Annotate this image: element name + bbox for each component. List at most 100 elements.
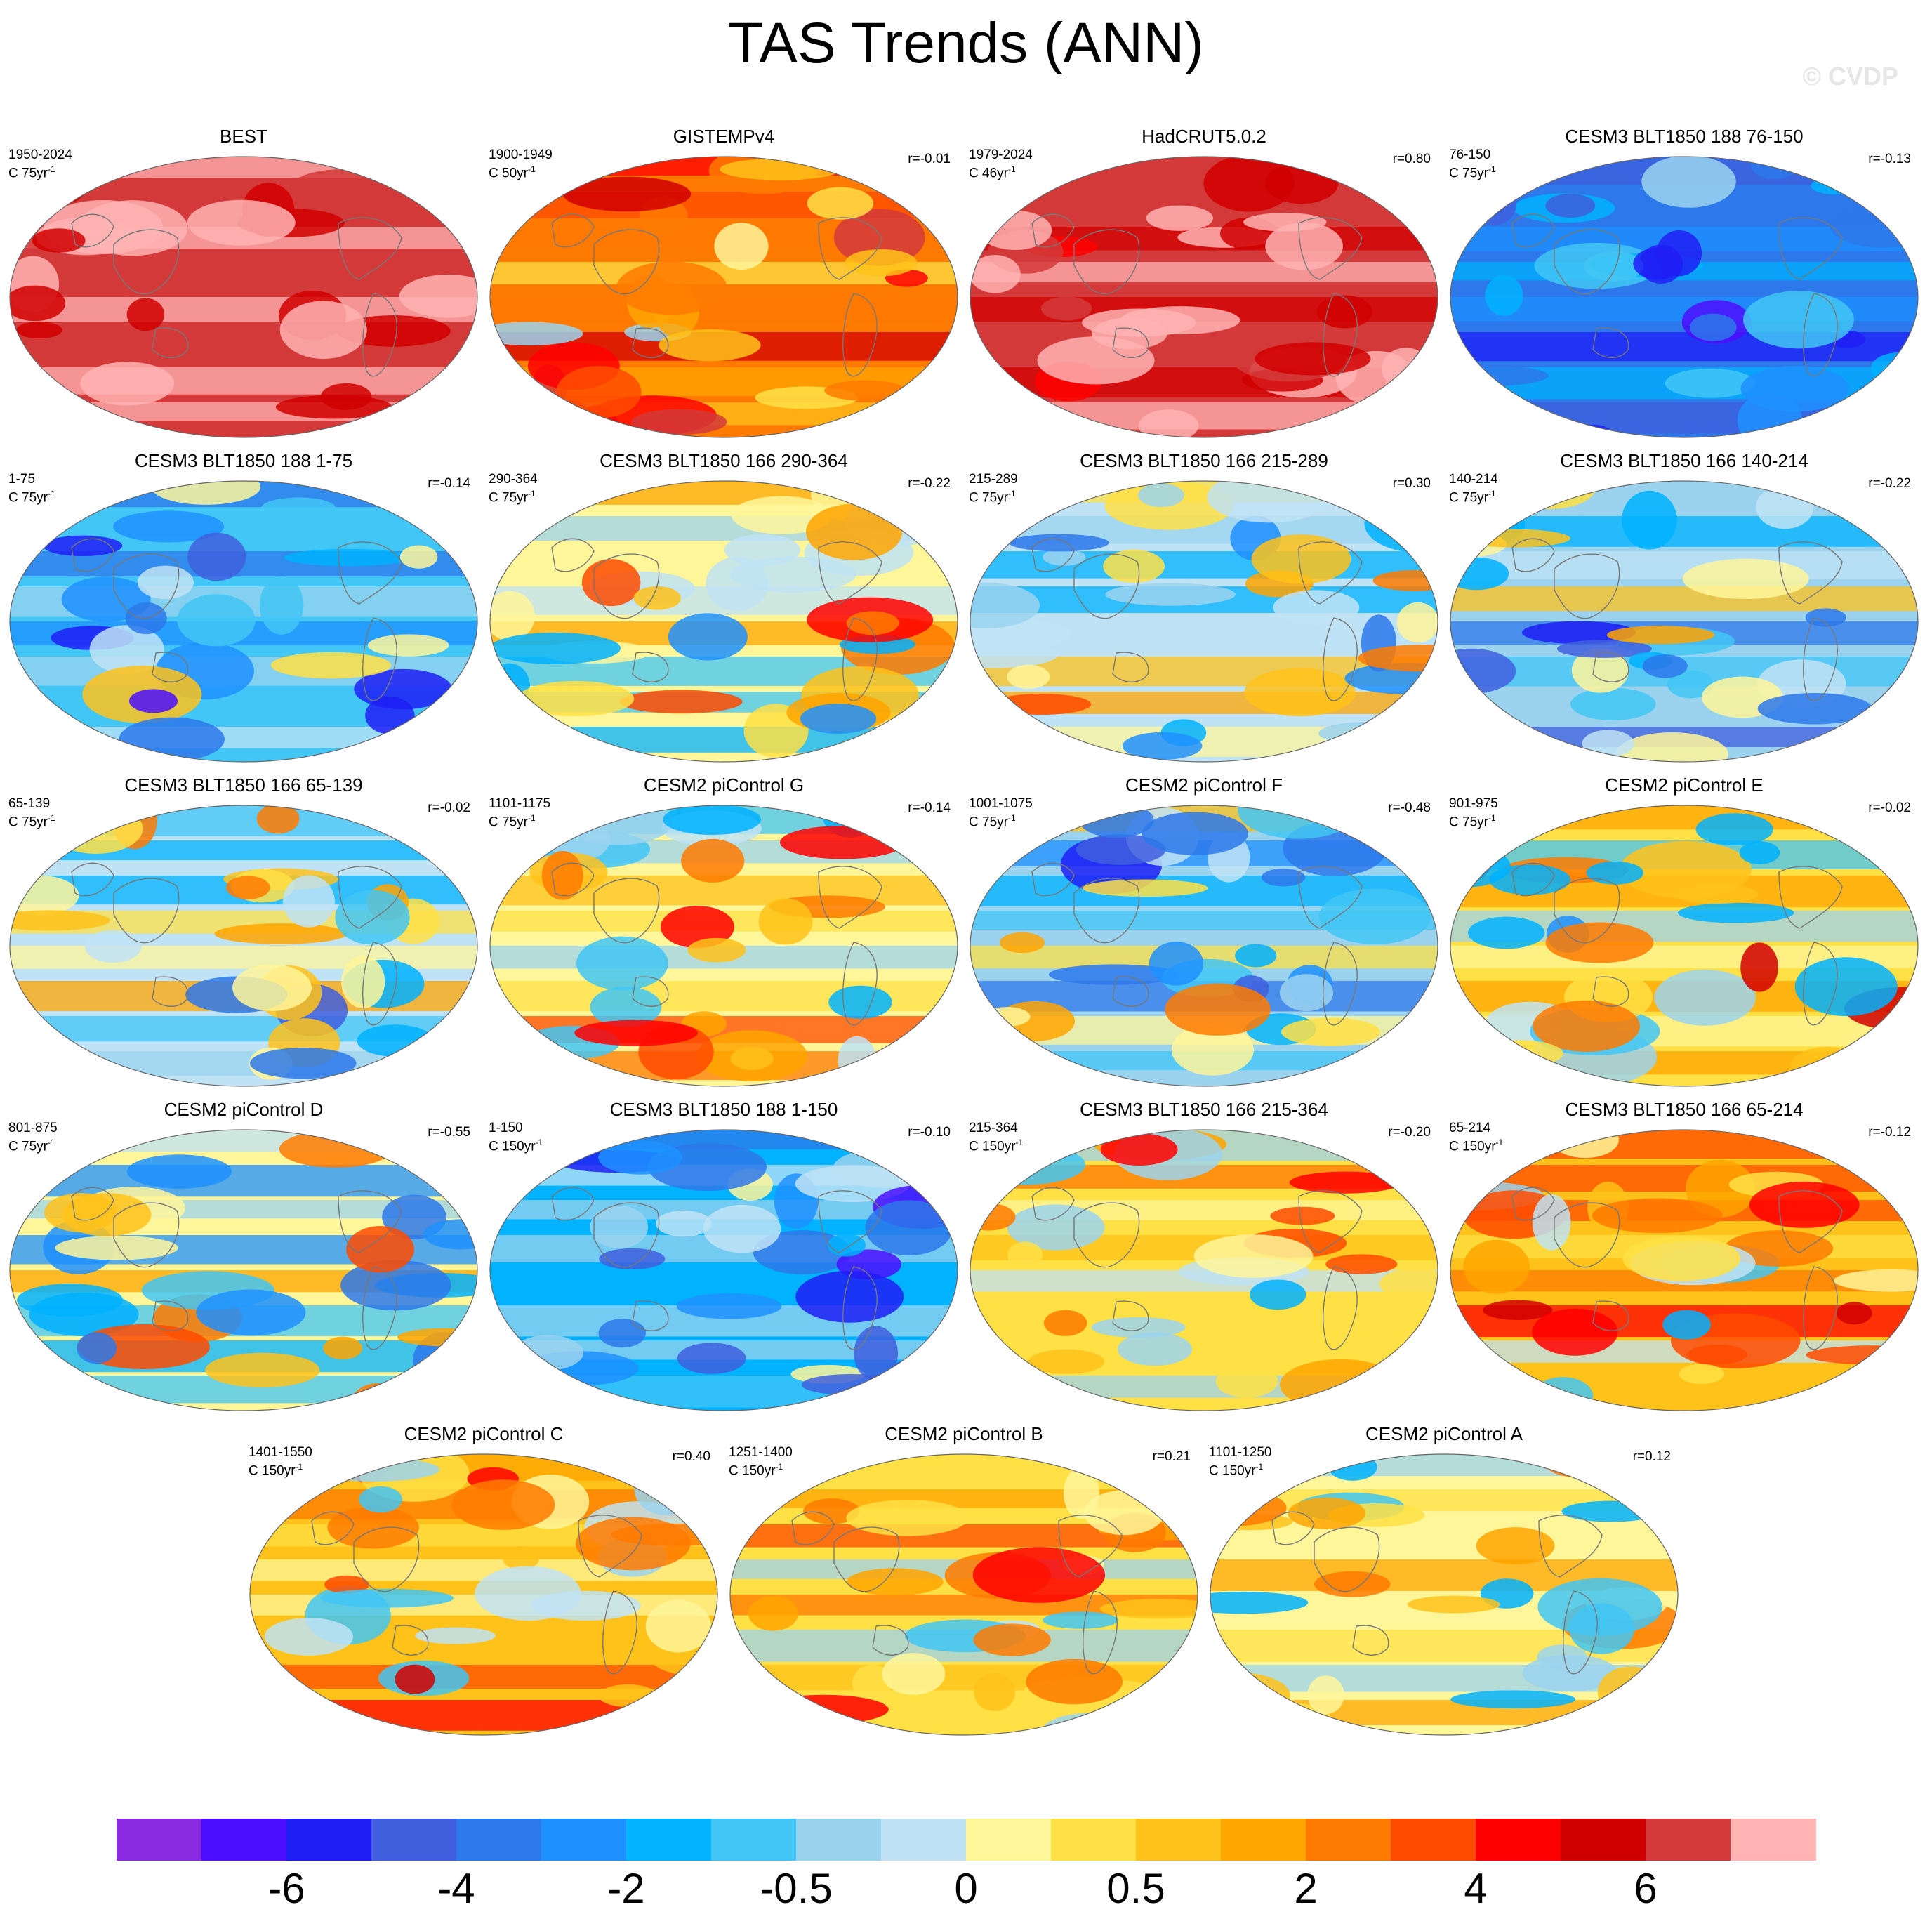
panel-correlation: r=0.12 <box>1632 1449 1671 1464</box>
colorbar-swatch <box>1391 1819 1476 1861</box>
panel-years: 1101-1175 <box>489 796 551 811</box>
robinson-map <box>1450 1129 1919 1411</box>
robinson-map <box>9 480 478 763</box>
panel-title: CESM3 BLT1850 166 65-139 <box>124 774 363 796</box>
map-panel: HadCRUT5.0.2 1979-2024 C 46yr-1 r=0.80 <box>969 125 1439 441</box>
panel-years: 215-364 <box>969 1121 1018 1135</box>
panel-title: BEST <box>220 126 267 147</box>
watermark: © CVDP <box>1802 62 1898 91</box>
panel-correlation: r=-0.14 <box>908 800 951 815</box>
panel-units: C 150yr-1 <box>1209 1462 1264 1479</box>
colorbar-swatch <box>626 1819 712 1861</box>
panel-correlation: r=0.40 <box>672 1449 710 1464</box>
colorbar-swatch <box>1051 1819 1137 1861</box>
panel-units: C 150yr-1 <box>729 1462 783 1479</box>
panel-correlation: r=-0.22 <box>1868 476 1911 491</box>
colorbar-swatch <box>711 1819 797 1861</box>
panel-years: 1401-1550 <box>249 1445 312 1460</box>
colorbar-swatch <box>1731 1819 1816 1861</box>
panel-years: 1979-2024 <box>969 147 1033 162</box>
colorbar-tick-label: -4 <box>437 1865 475 1912</box>
colorbar-tick-label: -6 <box>267 1865 305 1912</box>
panel-title: CESM3 BLT1850 166 140-214 <box>1560 450 1808 471</box>
colorbar-swatch <box>796 1819 882 1861</box>
map-panel: CESM2 piControl E 901-975 C 75yr-1 r=-0.02 <box>1449 774 1919 1090</box>
panel-units: C 150yr-1 <box>1449 1137 1504 1154</box>
map-panel: CESM3 BLT1850 166 215-364 215-364 C 150yr-… <box>969 1098 1439 1414</box>
panel-title: CESM2 piControl G <box>643 774 805 796</box>
panel-years: 1950-2024 <box>8 147 72 162</box>
robinson-map <box>249 1453 718 1736</box>
panel-years: 215-289 <box>969 472 1018 487</box>
colorbar-tick-label: 0.5 <box>1106 1865 1165 1912</box>
map-panel: CESM3 BLT1850 166 215-289 215-289 C 75yr-1… <box>969 449 1439 765</box>
colorbar-tick-label: 2 <box>1294 1865 1318 1912</box>
map-panel: CESM3 BLT1850 166 65-139 65-139 C 75yr-1 r=… <box>8 774 479 1090</box>
panel-years: 901-975 <box>1449 796 1498 811</box>
robinson-map <box>1450 156 1919 438</box>
panel-years: 1900-1949 <box>489 147 553 162</box>
panel-units: C 75yr-1 <box>1449 813 1496 830</box>
robinson-map <box>9 156 478 438</box>
panel-title: CESM2 piControl A <box>1365 1423 1523 1444</box>
panel-units: C 75yr-1 <box>489 489 536 506</box>
panel-years: 140-214 <box>1449 472 1498 487</box>
colorbar-tick-label: -0.5 <box>760 1865 833 1912</box>
robinson-map <box>489 156 958 438</box>
panel-title: CESM2 piControl E <box>1605 774 1764 796</box>
colorbar-swatch <box>541 1819 627 1861</box>
panel-years: 1101-1250 <box>1209 1445 1272 1460</box>
panel-units: C 75yr-1 <box>969 489 1016 506</box>
map-panel: CESM2 piControl B 1251-1400 C 150yr-1 r=0.2… <box>729 1423 1199 1739</box>
colorbar-tick-label: -2 <box>607 1865 645 1912</box>
panel-correlation: r=-0.02 <box>428 800 470 815</box>
panel-units: C 75yr-1 <box>8 489 55 506</box>
panel-years: 1-150 <box>489 1121 523 1135</box>
panel-years: 1-75 <box>8 472 36 487</box>
panel-units: C 75yr-1 <box>969 813 1016 830</box>
panel-correlation: r=-0.12 <box>1868 1125 1911 1140</box>
panel-years: 290-364 <box>489 472 538 487</box>
panel-correlation: r=-0.55 <box>428 1125 470 1140</box>
map-panel: CESM3 BLT1850 166 65-214 65-214 C 150yr-1 r… <box>1449 1098 1919 1414</box>
robinson-map <box>9 805 478 1087</box>
colorbar-tick-label: 0 <box>954 1865 978 1912</box>
panel-correlation: r=-0.01 <box>908 152 951 166</box>
panel-correlation: r=-0.02 <box>1868 800 1911 815</box>
colorbar-swatch <box>1306 1819 1391 1861</box>
panel-units: C 150yr-1 <box>969 1137 1024 1154</box>
map-panel: GISTEMPv4 1900-1949 C 50yr-1 r=-0.01 <box>489 125 959 441</box>
colorbar-swatch <box>117 1819 202 1861</box>
panel-years: 76-150 <box>1449 147 1491 162</box>
map-panel: CESM2 piControl A 1101-1250 C 150yr-1 r=0.1… <box>1209 1423 1679 1739</box>
robinson-map <box>1450 805 1919 1087</box>
colorbar-swatch <box>1221 1819 1306 1861</box>
robinson-map <box>729 1453 1198 1736</box>
robinson-map <box>1210 1453 1679 1736</box>
colorbar-swatch <box>1476 1819 1561 1861</box>
colorbar-swatch <box>201 1819 287 1861</box>
panel-correlation: r=-0.22 <box>908 476 951 491</box>
colorbar-swatch <box>966 1819 1052 1861</box>
colorbar-swatch <box>1646 1819 1731 1861</box>
panel-title: CESM3 BLT1850 188 1-150 <box>609 1099 838 1120</box>
colorbar-swatch <box>371 1819 457 1861</box>
panel-title: CESM2 piControl D <box>164 1099 324 1120</box>
map-panel: CESM3 BLT1850 188 1-150 1-150 C 150yr-1 r=-… <box>489 1098 959 1414</box>
robinson-map <box>1450 480 1919 763</box>
robinson-map <box>970 805 1438 1087</box>
colorbar-swatch <box>1136 1819 1222 1861</box>
panel-title: CESM3 BLT1850 188 76-150 <box>1565 126 1804 147</box>
panel-title: CESM2 piControl B <box>885 1423 1043 1444</box>
panel-units: C 46yr-1 <box>969 164 1016 181</box>
robinson-map <box>489 805 958 1087</box>
colorbar-swatch <box>456 1819 542 1861</box>
panel-years: 1001-1075 <box>969 796 1033 811</box>
panel-units: C 75yr-1 <box>8 164 55 181</box>
robinson-map <box>489 480 958 763</box>
panel-title: CESM3 BLT1850 166 65-214 <box>1565 1099 1804 1120</box>
panel-title: GISTEMPv4 <box>673 126 775 147</box>
map-panel: CESM2 piControl C 1401-1550 C 150yr-1 r=0.4… <box>249 1423 719 1739</box>
robinson-map <box>970 156 1438 438</box>
panel-title: CESM2 piControl C <box>404 1423 564 1444</box>
